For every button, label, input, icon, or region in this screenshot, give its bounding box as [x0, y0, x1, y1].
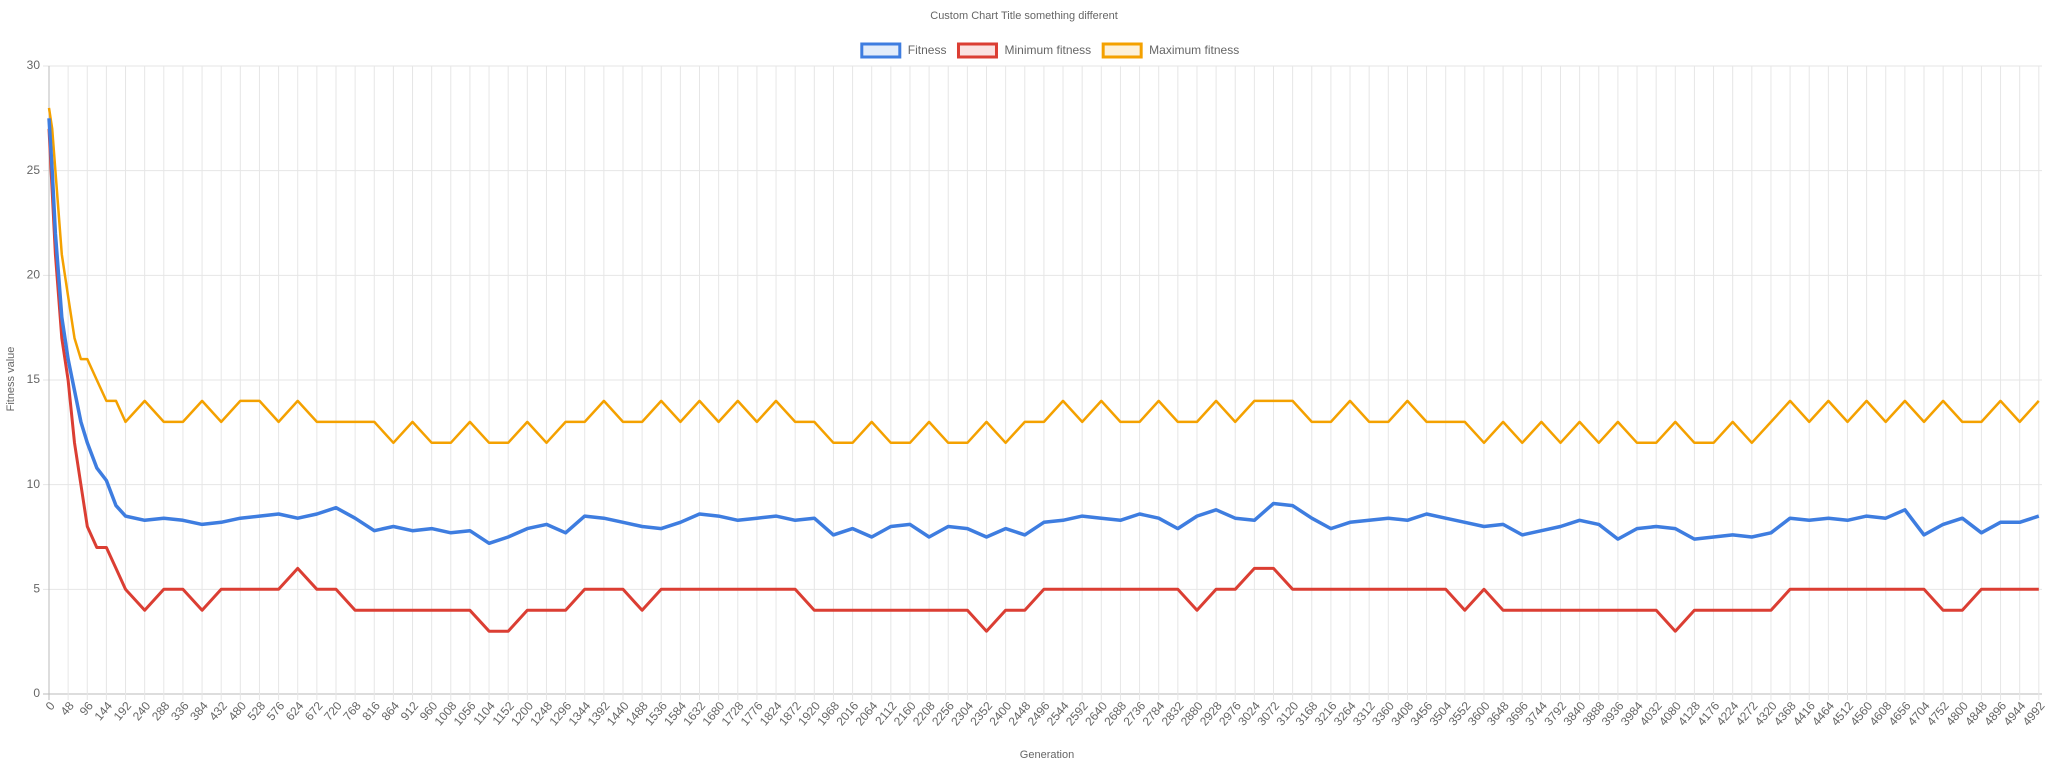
x-tick-label: 192 [111, 699, 135, 724]
x-tick-label: 624 [283, 699, 307, 724]
y-tick-label: 15 [27, 372, 41, 386]
legend-label: Minimum fitness [1004, 43, 1091, 57]
legend-swatch [1101, 42, 1143, 59]
y-tick-label: 10 [27, 477, 41, 491]
y-tick-label: 30 [27, 58, 41, 72]
y-tick-label: 25 [27, 163, 41, 177]
y-tick-label: 20 [27, 268, 41, 282]
series-line [47, 118, 2040, 546]
x-tick-label: 864 [379, 699, 403, 724]
x-tick-label: 336 [168, 699, 192, 724]
x-axis-label: Generation [1020, 749, 1074, 761]
x-tick-label: 480 [225, 699, 249, 724]
x-tick-label: 144 [92, 699, 116, 724]
x-tick-label: 768 [340, 699, 364, 724]
y-tick-label: 5 [33, 582, 40, 596]
legend-swatch [956, 42, 998, 59]
x-tick-label: 720 [321, 699, 345, 724]
y-tick-label: 0 [33, 686, 40, 700]
x-tick-label: 672 [302, 699, 326, 724]
x-tick-label: 912 [398, 699, 422, 724]
x-tick-label: 528 [245, 699, 269, 724]
x-tick-label: 384 [187, 699, 211, 724]
series-line [47, 128, 2039, 633]
legend: Fitness Minimum fitness Maximum fitness [860, 42, 1239, 59]
legend-label: Fitness [908, 43, 947, 57]
x-tick-label: 432 [206, 699, 230, 724]
x-tick-label: 240 [130, 699, 154, 724]
legend-swatch [860, 42, 902, 59]
x-tick-label: 576 [264, 699, 288, 724]
y-axis-label: Fitness value [5, 347, 17, 412]
series-line [47, 107, 2040, 445]
x-tick-label: 48 [58, 699, 78, 718]
x-tick-label: 816 [359, 699, 383, 724]
chart-title: Custom Chart Title something different [930, 10, 1118, 22]
legend-label: Maximum fitness [1149, 43, 1239, 57]
x-tick-label: 288 [149, 699, 173, 724]
x-tick-label: 4992 [2020, 699, 2048, 729]
x-tick-label: 0 [43, 699, 58, 713]
